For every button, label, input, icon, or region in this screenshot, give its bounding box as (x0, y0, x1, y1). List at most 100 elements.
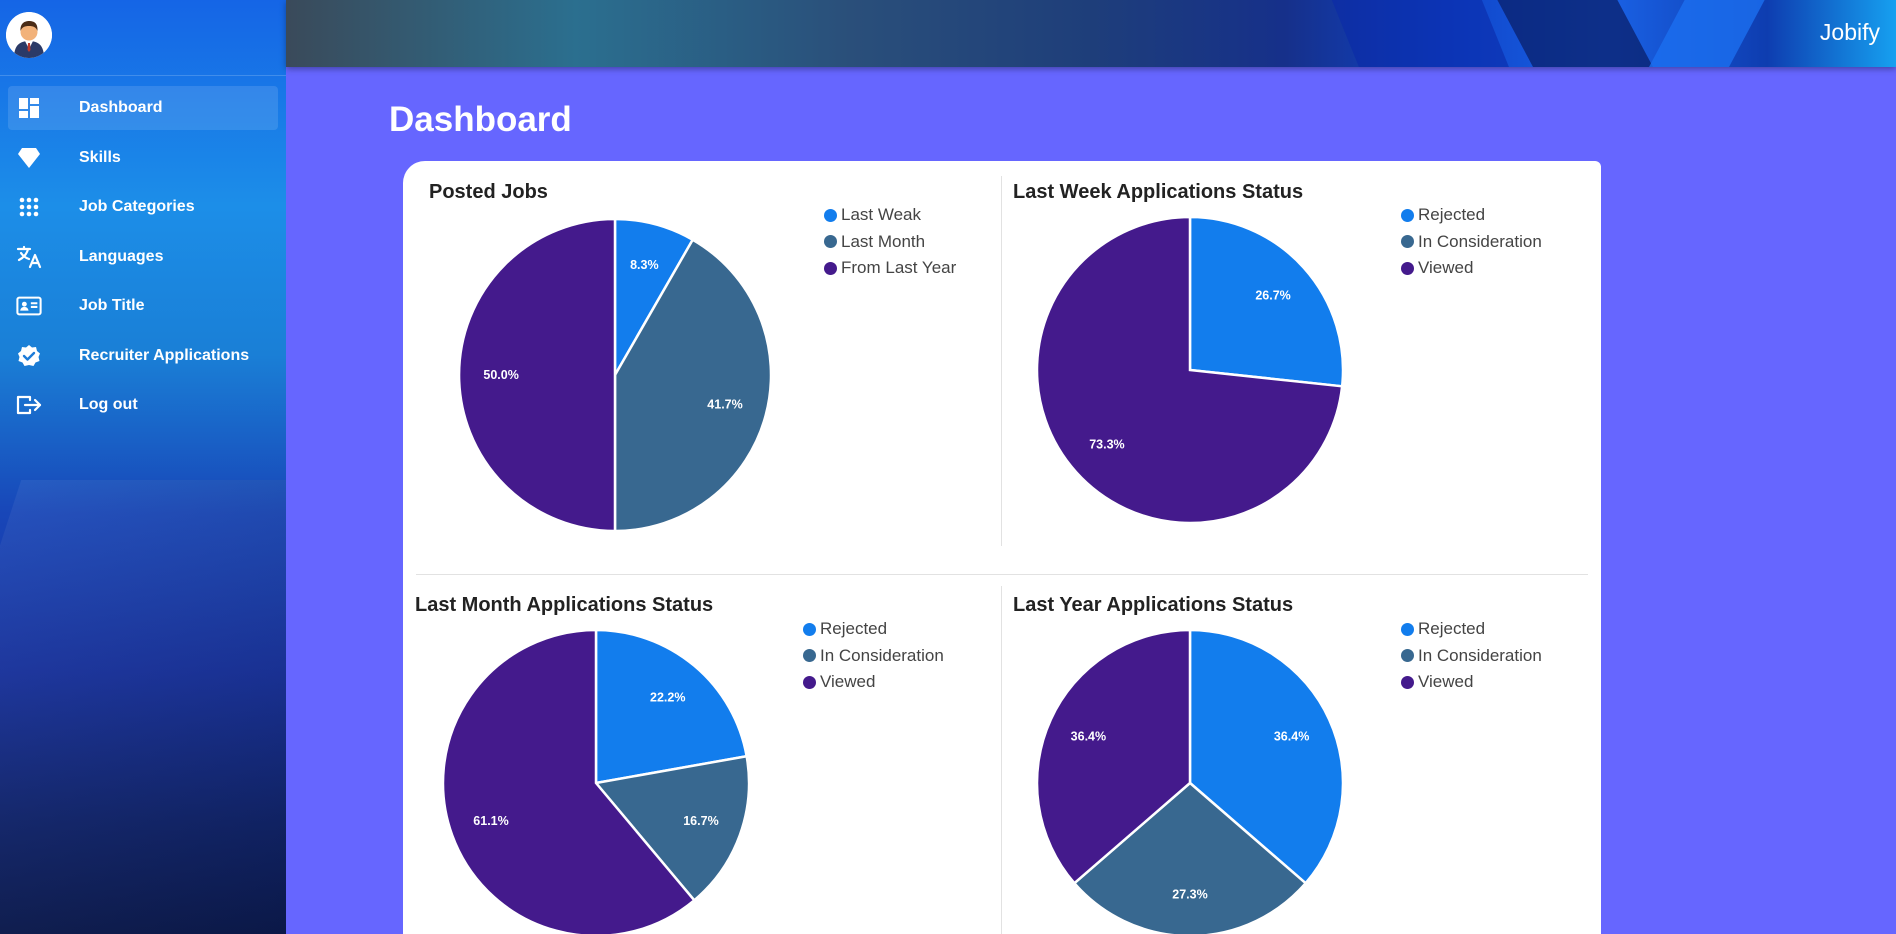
verified-badge-icon (16, 344, 42, 367)
legend-item[interactable]: In Consideration (1401, 229, 1542, 256)
pie-slice-from-last-year[interactable] (457, 217, 617, 533)
chart-legend: Rejected In Consideration Viewed (803, 616, 944, 696)
legend-label: In Consideration (820, 645, 944, 665)
banner-decoration (1642, 0, 1770, 67)
sidebar-item-label: Job Categories (79, 198, 195, 215)
pie-slice-rejected[interactable] (594, 628, 749, 785)
pie-data-label: 41.7% (707, 397, 742, 411)
pie-slice-in-consideration[interactable] (593, 754, 751, 903)
sidebar-nav: Dashboard Skills Job Categories (0, 86, 286, 427)
pie-slice-in-consideration[interactable] (1072, 781, 1308, 934)
legend-label: From Last Year (841, 258, 957, 278)
user-avatar-icon[interactable] (6, 12, 52, 58)
pie-data-label: 36.4% (1274, 730, 1309, 744)
pie-slice-viewed[interactable] (1035, 215, 1344, 525)
sidebar-item-label: Skills (79, 148, 121, 166)
top-banner: Jobify (286, 0, 1896, 67)
legend-item[interactable]: Viewed (1401, 255, 1542, 282)
legend-item[interactable]: Viewed (803, 669, 944, 696)
page-title: Dashboard (389, 100, 572, 139)
chart-title: Last Year Applications Status (1013, 594, 1294, 616)
chart-legend: Rejected In Consideration Viewed (1401, 202, 1542, 282)
legend-swatch (803, 649, 816, 663)
legend-swatch (1401, 649, 1414, 663)
pie-slice-last-month[interactable] (613, 238, 773, 533)
pie-chart-last-month: 22.2% 16.7% 61.1% (441, 628, 751, 934)
legend-item[interactable]: Rejected (1401, 616, 1542, 643)
pie-data-label: 61.1% (473, 814, 508, 828)
legend-label: Rejected (1418, 205, 1486, 225)
sidebar-item-recruiter-applications[interactable]: Recruiter Applications (8, 334, 278, 378)
pie-data-label: 36.4% (1071, 730, 1106, 744)
legend-swatch (1401, 235, 1414, 249)
logout-icon (16, 394, 42, 416)
sidebar-item-label: Languages (79, 247, 164, 265)
divider (1001, 176, 1002, 546)
legend-swatch (1401, 208, 1414, 222)
pie-chart-last-year: 36.4% 27.3% 36.4% (1035, 628, 1345, 934)
pie-slice-rejected[interactable] (1188, 628, 1345, 885)
legend-item[interactable]: Viewed (1401, 669, 1542, 696)
diamond-icon (16, 147, 42, 169)
apps-grid-icon (16, 196, 42, 218)
pie-slice-rejected[interactable] (1188, 215, 1345, 388)
pie-slice-viewed[interactable] (441, 628, 697, 934)
sidebar-item-label: Dashboard (79, 99, 163, 116)
sidebar-item-languages[interactable]: Languages (8, 235, 278, 279)
legend-label: Rejected (820, 619, 888, 639)
legend-item[interactable]: Last Month (824, 229, 956, 256)
legend-label: Viewed (820, 672, 876, 692)
divider (1001, 586, 1002, 934)
legend-item[interactable]: In Consideration (1401, 643, 1542, 670)
sidebar-item-dashboard[interactable]: Dashboard (8, 86, 278, 130)
divider (416, 574, 1588, 575)
chart-legend: Rejected In Consideration Viewed (1401, 616, 1542, 696)
legend-label: Rejected (1418, 619, 1486, 639)
translate-icon (16, 245, 42, 268)
legend-label: In Consideration (1418, 231, 1542, 251)
banner-decoration (1492, 0, 1660, 67)
chart-title: Posted Jobs (429, 181, 548, 203)
sidebar-item-log-out[interactable]: Log out (8, 383, 278, 427)
legend-item[interactable]: Last Weak (824, 202, 956, 229)
pie-chart-posted-jobs: 8.3% 41.7% 50.0% (457, 217, 773, 533)
legend-swatch (824, 261, 837, 275)
legend-swatch (1401, 261, 1414, 275)
legend-swatch (803, 622, 816, 636)
id-card-icon (16, 295, 42, 317)
sidebar: Dashboard Skills Job Categories (0, 0, 286, 934)
legend-label: In Consideration (1418, 645, 1542, 665)
sidebar-item-skills[interactable]: Skills (8, 136, 278, 180)
legend-swatch (803, 675, 816, 689)
legend-swatch (824, 235, 837, 249)
legend-label: Viewed (1418, 258, 1474, 278)
banner-decoration (1327, 0, 1515, 67)
sidebar-header (0, 0, 286, 76)
dashboard-icon (16, 97, 42, 119)
sidebar-item-job-categories[interactable]: Job Categories (8, 185, 278, 229)
sidebar-item-label: Job Title (79, 297, 145, 314)
pie-data-label: 16.7% (683, 814, 718, 828)
sidebar-item-label: Recruiter Applications (79, 346, 250, 364)
legend-swatch (824, 208, 837, 222)
legend-item[interactable]: Rejected (1401, 202, 1542, 229)
app-brand[interactable]: Jobify (1819, 19, 1880, 45)
legend-item[interactable]: From Last Year (824, 255, 956, 282)
pie-slice-viewed[interactable] (1035, 628, 1192, 885)
pie-data-label: 22.2% (650, 690, 685, 704)
pie-chart-last-week: 26.7% 73.3% (1035, 215, 1345, 525)
legend-label: Viewed (1418, 672, 1474, 692)
legend-item[interactable]: In Consideration (803, 643, 944, 670)
sidebar-item-job-title[interactable]: Job Title (8, 284, 278, 328)
pie-data-label: 26.7% (1255, 288, 1290, 302)
legend-swatch (1401, 675, 1414, 689)
pie-data-label: 50.0% (483, 368, 518, 382)
pie-data-label: 27.3% (1172, 888, 1207, 902)
legend-label: Last Weak (841, 205, 922, 225)
chart-title: Last Month Applications Status (415, 594, 714, 616)
legend-item[interactable]: Rejected (803, 616, 944, 643)
pie-data-label: 73.3% (1089, 438, 1124, 452)
pie-data-label: 8.3% (630, 258, 659, 272)
chart-legend: Last Weak Last Month From Last Year (824, 202, 956, 282)
legend-swatch (1401, 622, 1414, 636)
